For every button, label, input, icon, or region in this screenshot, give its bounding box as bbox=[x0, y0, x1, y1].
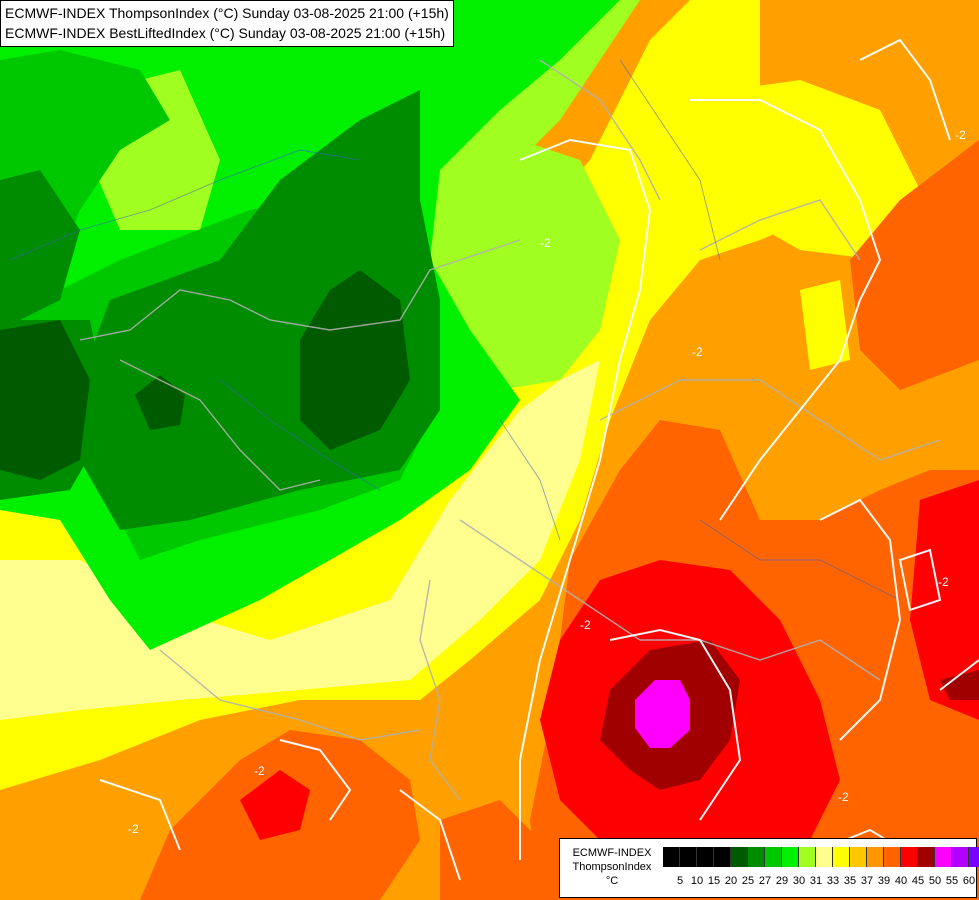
legend-swatch bbox=[884, 847, 901, 867]
legend-swatch bbox=[799, 847, 816, 867]
legend-tick-label: 10 bbox=[690, 875, 704, 887]
legend-swatches bbox=[663, 847, 979, 867]
field-green-hole2 bbox=[470, 190, 560, 320]
legend-tick-label: 29 bbox=[775, 875, 789, 887]
legend-swatch bbox=[748, 847, 765, 867]
legend-swatch bbox=[969, 847, 979, 867]
legend-tick-label: 35 bbox=[843, 875, 857, 887]
legend-swatch bbox=[816, 847, 833, 867]
contour-label: -2 bbox=[254, 764, 265, 778]
legend-unit: °C bbox=[605, 875, 619, 887]
legend-tick-label: 31 bbox=[809, 875, 823, 887]
legend-tick-label: 15 bbox=[707, 875, 721, 887]
field-darkest-green-3 bbox=[135, 375, 185, 430]
field-darkorange-s2 bbox=[440, 800, 540, 900]
legend-tick-label: 27 bbox=[758, 875, 772, 887]
legend-swatch bbox=[765, 847, 782, 867]
field-darkgreen bbox=[0, 170, 80, 330]
legend-tick-label: 5 bbox=[676, 875, 684, 887]
legend-tick-label: 45 bbox=[911, 875, 925, 887]
field-darkest-green bbox=[300, 270, 410, 450]
legend-tick-label: 33 bbox=[826, 875, 840, 887]
legend-swatch bbox=[680, 847, 697, 867]
legend-ticks: 5 10 15 20 25 27 29 30 31 33 35 37 39 40 45 50 55 60 bbox=[663, 875, 979, 889]
legend-tick-label: 20 bbox=[724, 875, 738, 887]
field-yellow-ne bbox=[730, 80, 920, 260]
field-darkest-green-2 bbox=[0, 320, 90, 480]
legend-swatch bbox=[714, 847, 731, 867]
color-legend: ECMWF-INDEX ThompsonIndex °C 5 10 15 20 25 27… bbox=[559, 838, 979, 898]
contour-label: -2 bbox=[955, 128, 966, 142]
legend-tick-label: 50 bbox=[928, 875, 942, 887]
legend-swatch bbox=[731, 847, 748, 867]
field-darkred-e bbox=[940, 670, 979, 700]
legend-tick-label: 55 bbox=[945, 875, 959, 887]
legend-swatch bbox=[833, 847, 850, 867]
legend-tick-label: 60 bbox=[962, 875, 976, 887]
title-line-bestlifted: ECMWF-INDEX BestLiftedIndex (°C) Sunday … bbox=[5, 25, 446, 41]
contour-label: -2 bbox=[838, 790, 849, 804]
field-red-sw bbox=[240, 770, 310, 840]
legend-model: ECMWF-INDEX bbox=[572, 847, 652, 859]
contour-label: -2 bbox=[128, 822, 139, 836]
legend-label: ECMWF-INDEX ThompsonIndex °C bbox=[564, 846, 660, 888]
legend-swatch bbox=[918, 847, 935, 867]
legend-swatch bbox=[697, 847, 714, 867]
legend-swatch bbox=[867, 847, 884, 867]
contour-label: -2 bbox=[692, 345, 703, 359]
legend-tick-label: 30 bbox=[792, 875, 806, 887]
field-darkorange-ne bbox=[850, 140, 979, 390]
legend-tick-label: 39 bbox=[877, 875, 891, 887]
legend-swatch bbox=[850, 847, 867, 867]
contour-label: -2 bbox=[580, 618, 591, 632]
field-red-e bbox=[910, 480, 979, 720]
contour-label: -2 bbox=[540, 236, 551, 250]
legend-swatch bbox=[901, 847, 918, 867]
field-yellow-ne2 bbox=[800, 280, 850, 370]
legend-tick-label: 25 bbox=[741, 875, 755, 887]
title-line-thompson: ECMWF-INDEX ThompsonIndex (°C) Sunday 03… bbox=[5, 5, 449, 21]
legend-tick-label: 37 bbox=[860, 875, 874, 887]
rivers bbox=[9, 59, 901, 601]
legend-variable: ThompsonIndex bbox=[572, 861, 652, 873]
legend-swatch bbox=[663, 847, 680, 867]
contour-label: -2 bbox=[938, 575, 949, 589]
legend-swatch bbox=[935, 847, 952, 867]
country-borders bbox=[79, 59, 941, 801]
contours bbox=[99, 38, 979, 881]
legend-swatch bbox=[782, 847, 799, 867]
legend-swatch bbox=[952, 847, 969, 867]
legend-tick-label: 40 bbox=[894, 875, 908, 887]
field-magenta bbox=[635, 680, 690, 748]
map-title-box: ECMWF-INDEX ThompsonIndex (°C) Sunday 03… bbox=[0, 0, 454, 47]
